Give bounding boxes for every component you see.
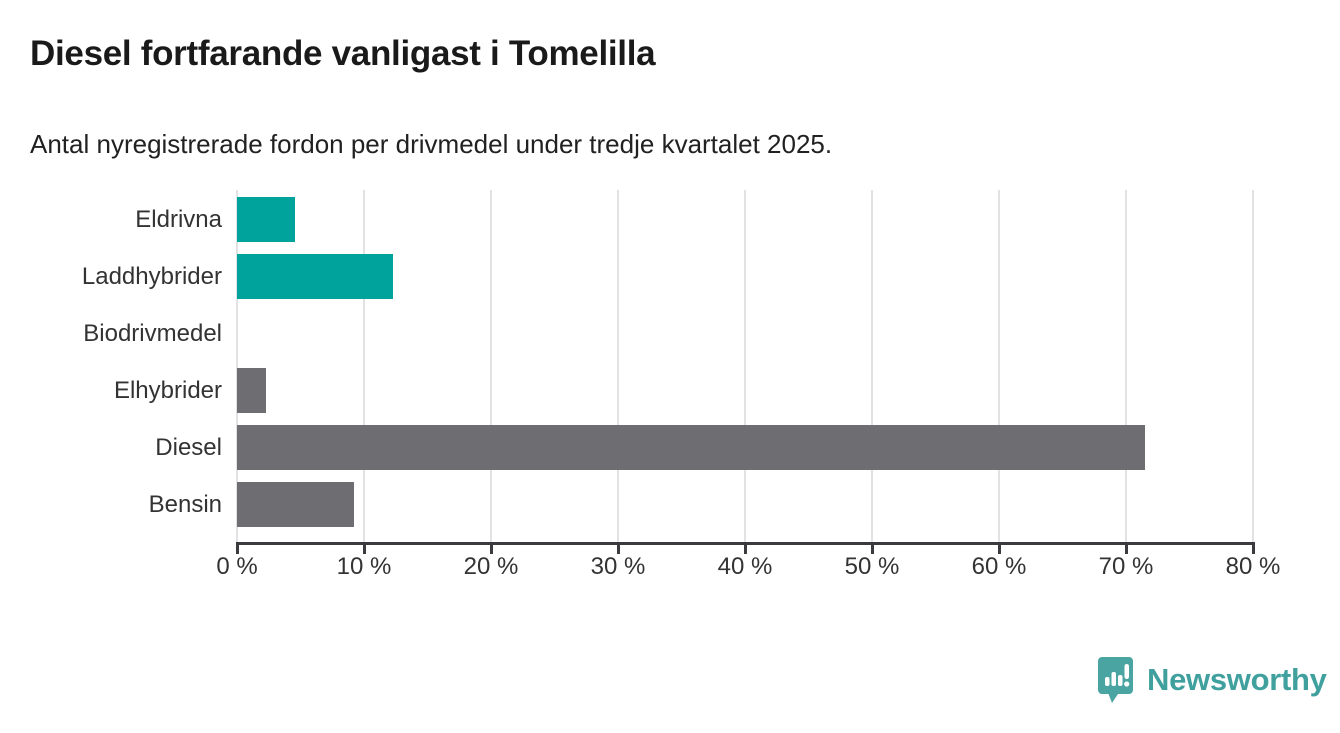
x-tick-80 xyxy=(1251,545,1255,554)
gridline-20 xyxy=(490,190,492,542)
category-label-eldrivna: Eldrivna xyxy=(135,206,222,233)
x-tick-label-40: 40 % xyxy=(717,553,773,580)
x-tick-10 xyxy=(362,545,366,554)
gridline-70 xyxy=(1125,190,1127,542)
plot-area xyxy=(236,190,1254,542)
x-tick-label-50: 50 % xyxy=(844,553,900,580)
x-tick-label-20: 20 % xyxy=(463,553,519,580)
x-tick-60 xyxy=(997,545,1001,554)
newsworthy-brand: Newsworthy xyxy=(1098,657,1327,703)
gridline-80 xyxy=(1252,190,1254,542)
category-label-laddhybrider: Laddhybrider xyxy=(81,263,222,290)
category-label-bensin: Bensin xyxy=(148,491,222,518)
gridline-40 xyxy=(744,190,746,542)
x-axis-line xyxy=(236,542,1255,545)
x-tick-30 xyxy=(616,545,620,554)
x-tick-label-10: 10 % xyxy=(336,553,392,580)
x-tick-label-30: 30 % xyxy=(590,553,646,580)
bar-laddhybrider xyxy=(237,254,394,299)
bar-elhybrider xyxy=(237,368,267,413)
chart-title: Diesel fortfarande vanligast i Tomelilla xyxy=(30,34,656,73)
category-label-biodrivmedel: Biodrivmedel xyxy=(83,320,222,347)
bar-eldrivna xyxy=(237,197,296,242)
gridline-0 xyxy=(236,190,238,542)
x-tick-label-70: 70 % xyxy=(1098,553,1154,580)
x-tick-label-80: 80 % xyxy=(1225,553,1281,580)
bar-diesel xyxy=(237,425,1146,470)
x-tick-50 xyxy=(870,545,874,554)
gridline-30 xyxy=(617,190,619,542)
newsworthy-logo-icon xyxy=(1098,657,1133,703)
category-label-elhybrider: Elhybrider xyxy=(113,377,222,404)
gridline-10 xyxy=(363,190,365,542)
x-tick-label-0: 0 % xyxy=(216,553,258,580)
x-tick-0 xyxy=(235,545,239,554)
x-tick-70 xyxy=(1124,545,1128,554)
x-tick-label-60: 60 % xyxy=(971,553,1027,580)
gridline-60 xyxy=(998,190,1000,542)
x-tick-20 xyxy=(489,545,493,554)
category-label-diesel: Diesel xyxy=(155,434,222,461)
x-tick-40 xyxy=(743,545,747,554)
newsworthy-logo-text: Newsworthy xyxy=(1147,662,1327,697)
bar-bensin xyxy=(237,482,354,527)
gridline-50 xyxy=(871,190,873,542)
chart-subtitle: Antal nyregistrerade fordon per drivmede… xyxy=(30,129,833,159)
